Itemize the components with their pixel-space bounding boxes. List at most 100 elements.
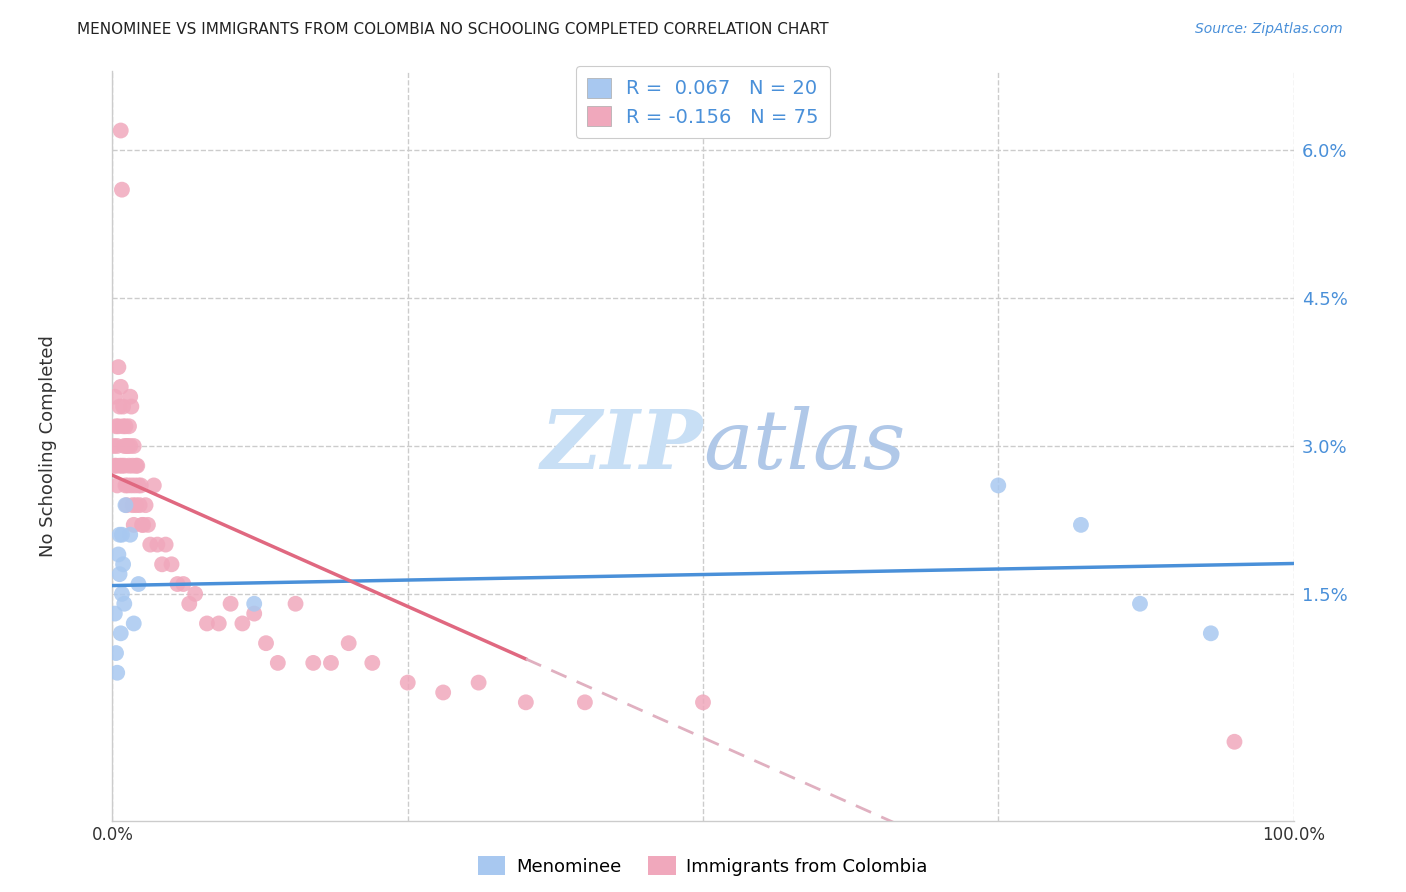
Point — [127, 577, 149, 591]
Point — [105, 458, 128, 473]
Point — [104, 458, 127, 473]
Point — [243, 597, 266, 611]
Point — [128, 498, 150, 512]
Point — [105, 419, 128, 434]
Point — [112, 400, 135, 414]
Text: Source: ZipAtlas.com: Source: ZipAtlas.com — [1195, 22, 1343, 37]
Point — [114, 498, 136, 512]
Point — [120, 527, 142, 541]
Point — [108, 567, 131, 582]
Point — [107, 548, 129, 562]
Point — [114, 478, 136, 492]
Point — [112, 419, 135, 434]
Point — [1199, 626, 1222, 640]
Point — [195, 616, 218, 631]
Text: No Schooling Completed: No Schooling Completed — [38, 335, 56, 557]
Point — [112, 597, 135, 611]
Point — [267, 656, 290, 670]
Point — [120, 478, 142, 492]
Point — [115, 498, 138, 512]
Point — [124, 478, 146, 492]
Point — [127, 478, 149, 492]
Point — [122, 616, 145, 631]
Point — [132, 517, 155, 532]
Point — [284, 597, 307, 611]
Point — [111, 458, 134, 473]
Point — [146, 538, 169, 552]
Point — [118, 419, 141, 434]
Point — [120, 439, 142, 453]
Point — [127, 458, 149, 473]
Point — [139, 538, 162, 552]
Point — [105, 646, 128, 660]
Point — [112, 458, 135, 473]
Point — [104, 607, 127, 621]
Point — [108, 400, 131, 414]
Point — [467, 675, 489, 690]
Point — [184, 587, 207, 601]
Point — [110, 626, 132, 640]
Point — [121, 458, 143, 473]
Point — [319, 656, 342, 670]
Point — [155, 538, 177, 552]
Point — [115, 439, 138, 453]
Point — [172, 577, 194, 591]
Point — [110, 123, 132, 137]
Text: MENOMINEE VS IMMIGRANTS FROM COLOMBIA NO SCHOOLING COMPLETED CORRELATION CHART: MENOMINEE VS IMMIGRANTS FROM COLOMBIA NO… — [77, 22, 830, 37]
Point — [120, 400, 142, 414]
Point — [692, 695, 714, 709]
Point — [432, 685, 454, 699]
Point — [112, 558, 135, 572]
Point — [125, 498, 148, 512]
Point — [166, 577, 188, 591]
Point — [987, 478, 1010, 492]
Point — [111, 183, 134, 197]
Point — [208, 616, 231, 631]
Point — [574, 695, 596, 709]
Point — [131, 517, 153, 532]
Text: atlas: atlas — [703, 406, 905, 486]
Point — [302, 656, 325, 670]
Point — [243, 607, 266, 621]
Point — [361, 656, 384, 670]
Point — [103, 439, 125, 453]
Point — [231, 616, 253, 631]
Point — [396, 675, 419, 690]
Point — [105, 439, 128, 453]
Point — [219, 597, 242, 611]
Point — [150, 558, 173, 572]
Point — [118, 458, 141, 473]
Point — [117, 478, 139, 492]
Point — [142, 478, 165, 492]
Point — [105, 478, 128, 492]
Point — [107, 360, 129, 375]
Point — [104, 390, 127, 404]
Point — [108, 458, 131, 473]
Point — [179, 597, 201, 611]
Point — [114, 419, 136, 434]
Text: ZIP: ZIP — [540, 406, 703, 486]
Point — [515, 695, 537, 709]
Point — [122, 517, 145, 532]
Point — [129, 478, 152, 492]
Point — [111, 527, 134, 541]
Point — [117, 439, 139, 453]
Point — [107, 419, 129, 434]
Point — [105, 665, 128, 680]
Point — [110, 380, 132, 394]
Point — [121, 498, 143, 512]
Point — [125, 458, 148, 473]
Point — [135, 498, 157, 512]
Point — [1129, 597, 1152, 611]
Point — [160, 558, 183, 572]
Point — [111, 587, 134, 601]
Legend: R =  0.067   N = 20, R = -0.156   N = 75: R = 0.067 N = 20, R = -0.156 N = 75 — [575, 66, 831, 138]
Point — [108, 527, 131, 541]
Point — [254, 636, 277, 650]
Point — [136, 517, 159, 532]
Point — [337, 636, 360, 650]
Point — [1223, 735, 1246, 749]
Legend: Menominee, Immigrants from Colombia: Menominee, Immigrants from Colombia — [471, 849, 935, 883]
Point — [1070, 517, 1092, 532]
Point — [122, 439, 145, 453]
